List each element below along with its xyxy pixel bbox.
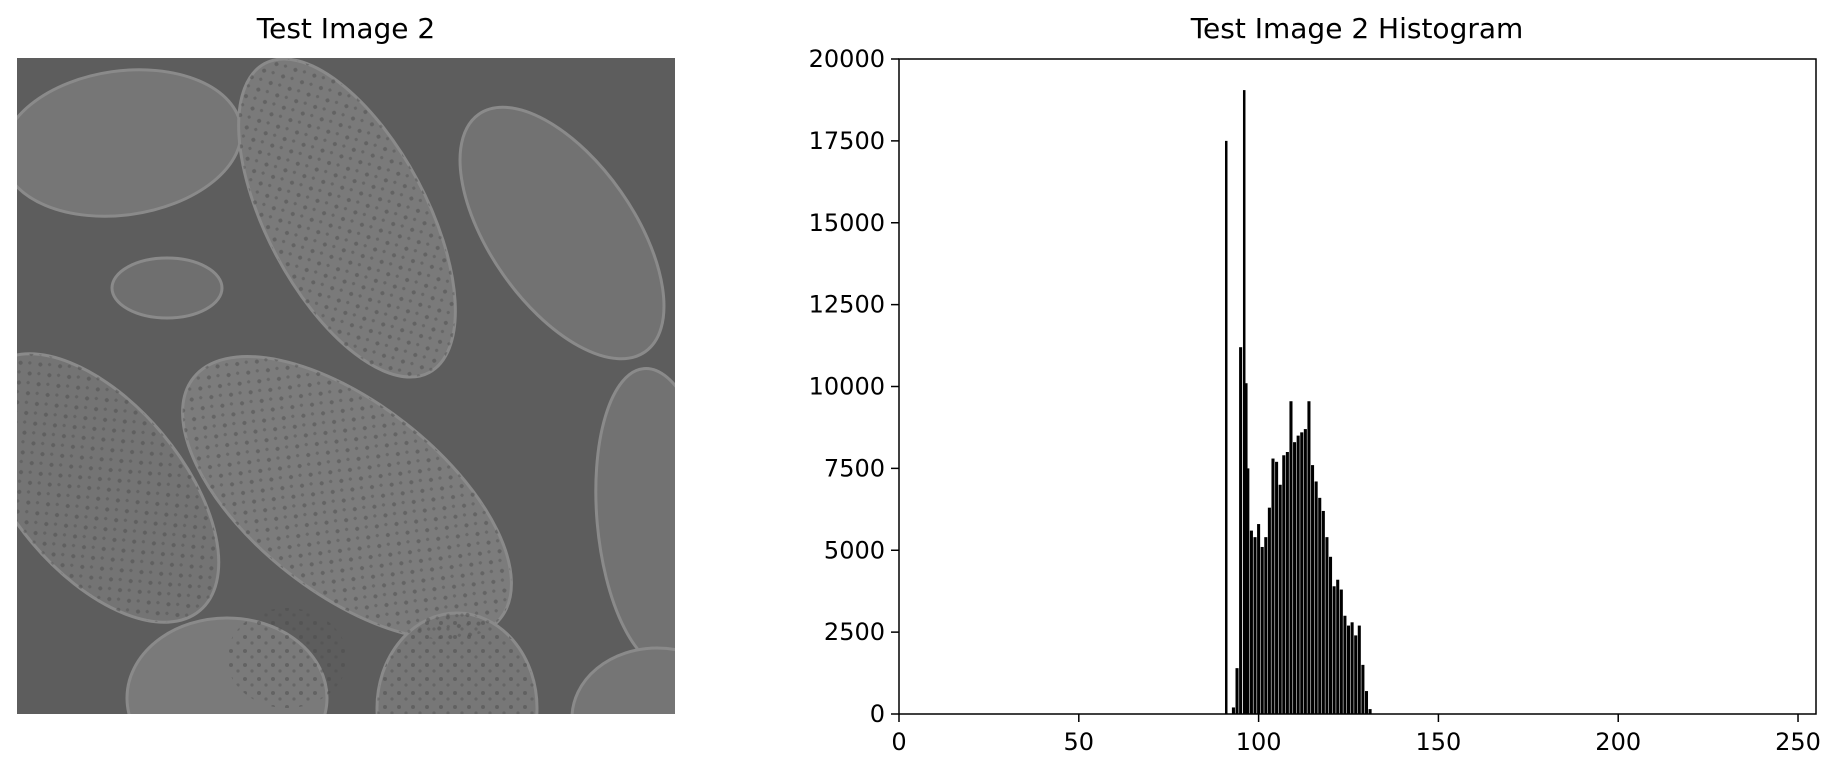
histogram-bar (1271, 458, 1275, 714)
histogram-bar (1314, 481, 1318, 714)
histogram-bar (1357, 625, 1361, 714)
histogram-bar (1318, 497, 1322, 714)
y-tick-label: 20000 (809, 45, 885, 73)
histogram-bar (1350, 622, 1354, 714)
histogram-bar (1325, 537, 1329, 714)
x-axis-ticks: 0 50 100 150 200 250 (891, 714, 1821, 756)
x-tick-label: 100 (1236, 728, 1282, 756)
y-axis-ticks: 0 2500 5000 7500 10000 12500 15000 17500 20000 (809, 45, 899, 728)
histogram-bar (1260, 546, 1264, 714)
image-title: Test Image 2 (256, 12, 436, 45)
histogram-bar (1246, 468, 1250, 714)
histogram-bar (1307, 401, 1311, 714)
histogram-bar (1303, 429, 1307, 714)
histogram-bar (1249, 530, 1253, 714)
histogram-bar (1275, 461, 1279, 714)
histogram-bar (1231, 707, 1235, 714)
y-tick-label: 5000 (824, 536, 885, 564)
histogram-bar (1242, 90, 1246, 715)
histogram-bar (1257, 524, 1261, 714)
y-tick-label: 17500 (809, 127, 885, 155)
y-tick-label: 2500 (824, 618, 885, 646)
y-tick-label: 10000 (809, 373, 885, 401)
histogram-bar (1321, 510, 1325, 714)
axes-frame (898, 58, 1817, 715)
histogram-bar (1364, 691, 1369, 714)
histogram-bar (1235, 668, 1239, 714)
histogram-bar (1267, 507, 1271, 714)
x-tick-label: 250 (1775, 728, 1821, 756)
histogram-bar (1361, 664, 1365, 714)
histogram-bar (1354, 635, 1358, 714)
histogram-bars (1224, 90, 1372, 715)
histogram-bar (1264, 537, 1268, 714)
histogram-bar (1282, 455, 1286, 714)
histogram-bar (1293, 442, 1297, 714)
histogram-bar (1332, 586, 1336, 714)
histogram-bar (1336, 579, 1340, 714)
histogram-bar (1285, 452, 1289, 714)
x-tick-label: 50 (1064, 728, 1095, 756)
histogram-bar (1253, 537, 1257, 714)
histogram-bar (1289, 401, 1293, 714)
pollen-dot-texture (17, 58, 537, 714)
y-tick-label: 0 (870, 700, 885, 728)
histogram-bar (1368, 709, 1372, 714)
histogram-title: Test Image 2 Histogram (1190, 12, 1524, 45)
y-tick-label: 7500 (824, 454, 885, 482)
histogram-bar (1346, 625, 1351, 714)
histogram-bar (1329, 556, 1333, 714)
histogram-bar (1224, 140, 1228, 714)
histogram-bar (1300, 432, 1304, 714)
histogram-bar (1339, 589, 1343, 714)
y-tick-label: 15000 (809, 209, 885, 237)
test-image (17, 58, 675, 714)
x-tick-label: 150 (1416, 728, 1462, 756)
histogram-bar (1296, 435, 1300, 714)
histogram-bar (1343, 615, 1347, 714)
histogram-bar (1239, 347, 1243, 714)
x-tick-label: 0 (891, 728, 906, 756)
histogram-bar (1311, 465, 1315, 714)
y-tick-label: 12500 (809, 291, 885, 319)
pollen-image-svg (17, 58, 675, 714)
histogram-bar (1278, 484, 1282, 714)
x-tick-label: 200 (1595, 728, 1641, 756)
histogram-bar (1244, 383, 1248, 714)
